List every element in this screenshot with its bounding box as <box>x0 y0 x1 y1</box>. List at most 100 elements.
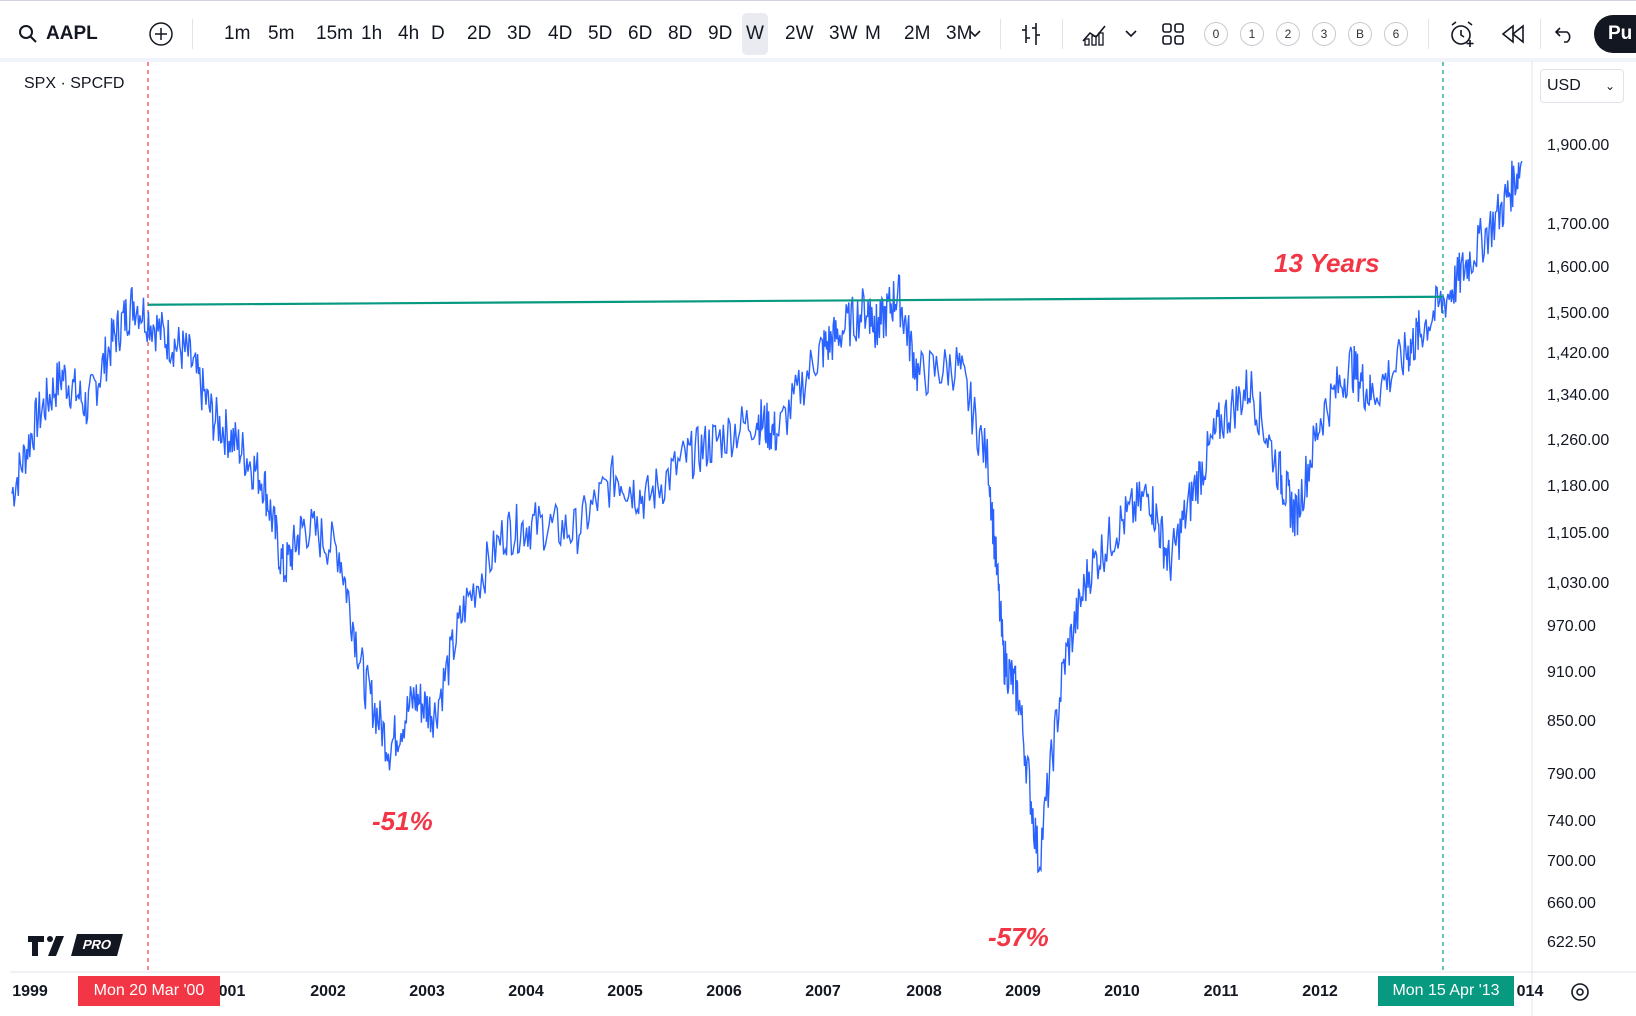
timeframe-w[interactable]: W <box>742 13 768 55</box>
toolbar: AAPL 1m 5m 15m 1h 4h D 2D 3D 4D 5D 6D 8D 9D W 2W 3W M 2M 3… <box>0 0 1636 62</box>
replay-button[interactable] <box>1500 13 1526 55</box>
start-date-tag: Mon 20 Mar '00 <box>78 976 220 1006</box>
price-tick-label: 1,600.00 <box>1547 259 1610 276</box>
price-tick-label: 740.00 <box>1547 813 1596 830</box>
undo-icon <box>1554 27 1571 43</box>
plus-circle-icon <box>149 22 173 46</box>
compare-add-button[interactable] <box>148 13 174 55</box>
layout-slot-b[interactable]: B <box>1348 22 1372 46</box>
year-tick-label: 2010 <box>1104 983 1140 1000</box>
timeframe-1h[interactable]: 1h <box>361 23 383 44</box>
price-tick-label: 1,340.00 <box>1547 387 1610 404</box>
alert-button[interactable] <box>1448 13 1476 55</box>
year-tick-label: 001 <box>218 983 246 1000</box>
year-tick-label: 2011 <box>1203 983 1239 1000</box>
toolbar-divider <box>192 19 193 49</box>
toolbar-divider <box>1000 19 1001 49</box>
price-tick-label: 1,420.00 <box>1547 345 1610 362</box>
chart-pane[interactable] <box>10 62 1636 1016</box>
year-tick-label: 2006 <box>706 983 742 1000</box>
chevron-down-icon <box>969 30 981 38</box>
price-tick-label: 1,700.00 <box>1547 216 1610 233</box>
price-tick-label: 970.00 <box>1547 618 1596 635</box>
grid-layout-icon <box>1162 23 1184 45</box>
timeframe-8d[interactable]: 8D <box>668 23 693 44</box>
timeframe-2m[interactable]: 2M <box>904 23 931 44</box>
bar-chart-icon <box>1022 23 1040 45</box>
year-tick-label: 2007 <box>805 983 841 1000</box>
toolbar-divider <box>1062 19 1063 49</box>
timeframe-9d[interactable]: 9D <box>708 23 733 44</box>
symbol-search-button[interactable]: AAPL <box>18 13 98 55</box>
year-tick-label: 2008 <box>906 983 942 1000</box>
price-tick-label: 910.00 <box>1547 664 1596 681</box>
year-tick-label: 014 <box>1516 983 1544 1000</box>
price-tick-label: 1,105.00 <box>1547 525 1610 542</box>
year-tick-label: 1999 <box>12 983 48 1000</box>
price-chart[interactable] <box>10 62 1636 1016</box>
annotation-drop-2002[interactable]: -51% <box>372 806 433 836</box>
end-date-tag: Mon 15 Apr '13 <box>1378 976 1514 1006</box>
layout-slot-6[interactable]: 6 <box>1384 22 1408 46</box>
year-tick-label: 2004 <box>508 983 544 1000</box>
indicators-dropdown[interactable] <box>1124 13 1138 55</box>
rewind-icon <box>1501 24 1524 44</box>
price-tick-label: 700.00 <box>1547 853 1596 870</box>
layout-slot-2[interactable]: 2 <box>1276 22 1300 46</box>
timeframe-dropdown[interactable] <box>968 13 982 55</box>
price-tick-label: 850.00 <box>1547 713 1596 730</box>
year-tick-label: 2003 <box>409 983 445 1000</box>
chevron-down-icon: ⌄ <box>1604 79 1615 93</box>
tradingview-logo <box>28 936 64 956</box>
toolbar-divider <box>1540 19 1541 49</box>
symbol-name: AAPL <box>46 23 98 44</box>
timeframe-2w[interactable]: 2W <box>785 23 814 44</box>
price-tick-label: 1,500.00 <box>1547 305 1610 322</box>
resistance-trendline[interactable] <box>147 295 1444 306</box>
layout-slot-3[interactable]: 3 <box>1312 22 1336 46</box>
timeframe-3d[interactable]: 3D <box>507 23 532 44</box>
timeframe-2d[interactable]: 2D <box>467 23 492 44</box>
price-tick-label: 622.50 <box>1547 934 1596 951</box>
symbol-legend: SPX · SPCFD <box>24 75 125 92</box>
layout-button[interactable] <box>1160 13 1186 55</box>
timeframe-d[interactable]: D <box>431 23 445 44</box>
currency-value: USD <box>1547 77 1581 94</box>
timeframe-1m[interactable]: 1m <box>224 23 251 44</box>
timeframe-6d[interactable]: 6D <box>628 23 653 44</box>
indicators-button[interactable] <box>1080 13 1108 55</box>
annotation-drop-2009[interactable]: -57% <box>988 922 1049 952</box>
price-tick-label: 1,030.00 <box>1547 575 1610 592</box>
timeframe-5d[interactable]: 5D <box>588 23 613 44</box>
price-tick-label: 1,180.00 <box>1547 478 1610 495</box>
timeframe-4h[interactable]: 4h <box>398 23 420 44</box>
year-tick-label: 2002 <box>310 983 346 1000</box>
settings-icon[interactable] <box>1568 980 1592 1004</box>
layout-slot-0[interactable]: 0 <box>1204 22 1228 46</box>
annotation-13-years[interactable]: 13 Years <box>1274 248 1380 278</box>
timeframe-m[interactable]: M <box>865 23 881 44</box>
indicators-icon <box>1082 25 1106 46</box>
timeframe-5m[interactable]: 5m <box>268 23 295 44</box>
price-tick-label: 1,260.00 <box>1547 432 1610 449</box>
year-tick-label: 2012 <box>1302 983 1338 1000</box>
timeframe-15m[interactable]: 15m <box>316 23 353 44</box>
currency-select[interactable]: USD ⌄ <box>1540 69 1624 103</box>
search-icon <box>19 25 37 43</box>
toolbar-divider <box>1428 19 1429 49</box>
alarm-add-icon <box>1451 21 1474 47</box>
price-tick-label: 1,900.00 <box>1547 137 1610 154</box>
undo-button[interactable] <box>1554 13 1576 55</box>
timeframe-4d[interactable]: 4D <box>548 23 573 44</box>
pro-badge: PRO <box>71 934 123 956</box>
timeframe-3m[interactable]: 3M <box>946 23 973 44</box>
chart-type-button[interactable] <box>1018 13 1044 55</box>
layout-slot-1[interactable]: 1 <box>1240 22 1264 46</box>
publish-button[interactable]: Pu <box>1594 15 1636 53</box>
price-series-line[interactable] <box>11 160 1523 874</box>
year-tick-label: 2005 <box>607 983 643 1000</box>
price-tick-label: 660.00 <box>1547 895 1596 912</box>
chevron-down-icon <box>1125 30 1137 38</box>
timeframe-3w[interactable]: 3W <box>829 23 858 44</box>
price-tick-label: 790.00 <box>1547 766 1596 783</box>
